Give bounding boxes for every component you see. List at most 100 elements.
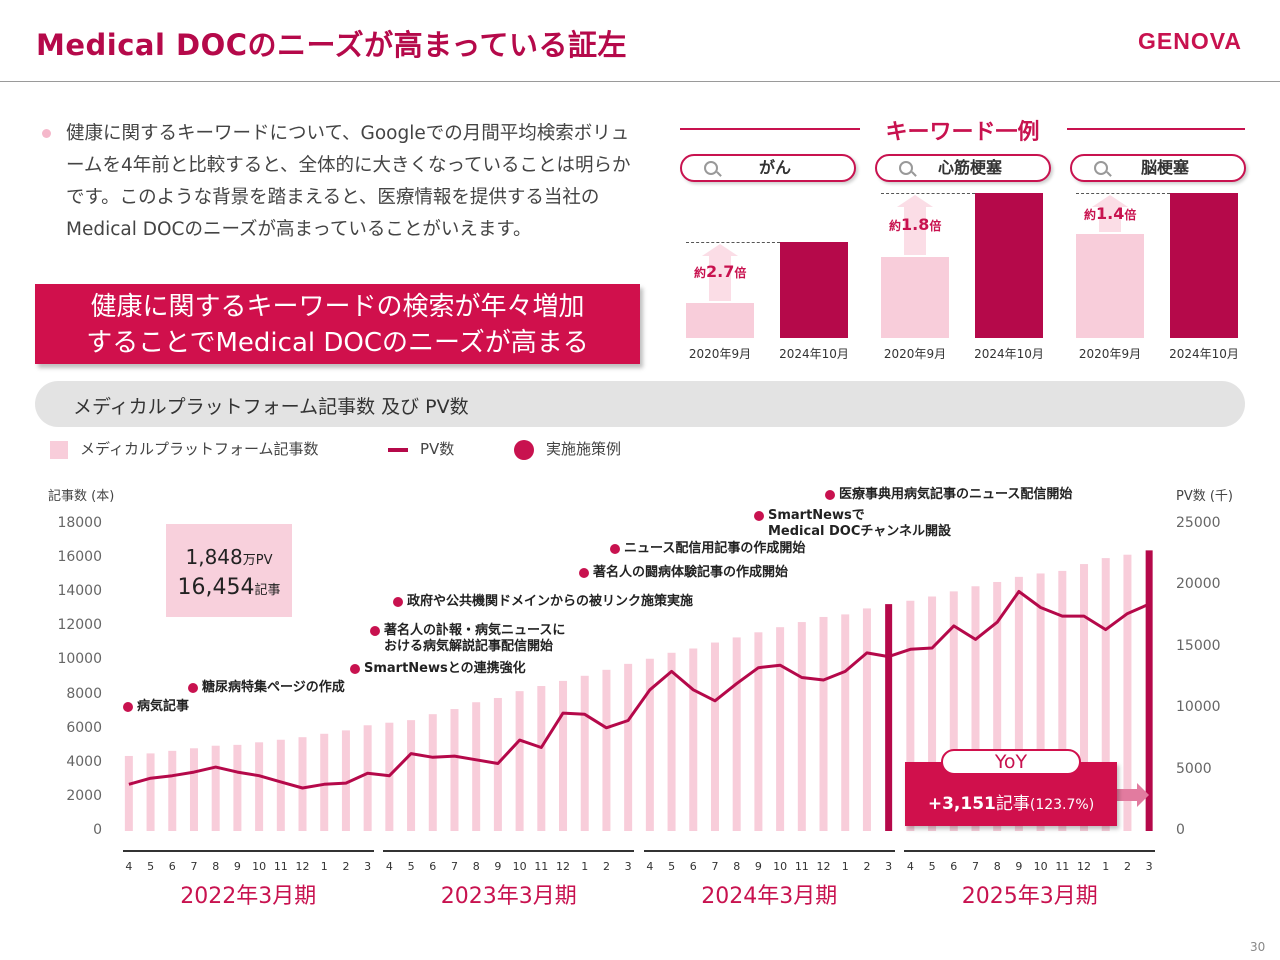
keyword-ratio-part: 倍	[734, 266, 747, 281]
x-tick-label: 9	[1015, 860, 1023, 873]
article-bar	[189, 748, 198, 831]
article-bar	[276, 739, 285, 831]
y2-tick-label: 20000	[1176, 576, 1221, 593]
article-bar	[255, 742, 264, 831]
y2-axis-title: PV数 (千)	[1176, 489, 1234, 504]
event-annotation: 病気記事	[123, 699, 190, 715]
x-tick-label: 12	[816, 860, 831, 873]
article-bar	[428, 714, 437, 831]
y-tick-label: 0	[93, 822, 102, 838]
article-bar	[211, 745, 220, 831]
article-bar	[689, 648, 698, 831]
article-bar	[885, 604, 893, 831]
x-tick-label: 5	[407, 860, 415, 873]
y-tick-label: 10000	[57, 651, 102, 668]
callout-box: 健康に関するキーワードの検索が年々増加 することでMedical DOCのニーズ…	[35, 284, 640, 364]
article-bar	[906, 600, 915, 831]
legend-articles: メディカルプラットフォーム記事数	[50, 438, 319, 462]
keyword-title-rule-right	[1067, 128, 1245, 130]
x-tick-label: 11	[534, 860, 549, 873]
growth-arrowhead-icon	[1092, 195, 1128, 207]
keyword-bar-before	[881, 257, 949, 338]
magnifier-icon	[704, 161, 718, 175]
event-dot-icon	[188, 683, 198, 693]
article-bar	[450, 709, 459, 831]
fiscal-year-label: 2022年3月期	[180, 884, 317, 909]
x-tick-label: 8	[993, 860, 1001, 873]
y-axis-title: 記事数 (本)	[48, 489, 115, 504]
article-bar	[776, 627, 785, 831]
article-bar	[1058, 570, 1067, 831]
legend-articles-label: メディカルプラットフォーム記事数	[80, 440, 319, 458]
callout-line-2: することでMedical DOCのニーズが高まる	[86, 328, 589, 358]
article-bar	[124, 755, 133, 831]
keyword-dashed-line	[686, 242, 780, 244]
x-tick-label: 8	[733, 860, 741, 873]
y-tick-label: 4000	[66, 753, 102, 770]
x-tick-label: 5	[668, 860, 676, 873]
article-bar	[862, 608, 871, 831]
event-label: 病気記事	[137, 699, 190, 714]
summary-articles-value: 16,454	[177, 575, 255, 600]
keyword-pill-3: 脳梗塞	[1070, 154, 1246, 182]
keyword-ratio-part: 倍	[929, 219, 942, 234]
x-tick-label: 12	[295, 860, 310, 873]
y2-tick-label: 5000	[1176, 760, 1212, 777]
article-bar	[993, 581, 1002, 831]
yoy-arrowhead-icon	[1137, 783, 1149, 807]
x-tick-label: 10	[1033, 860, 1048, 873]
keyword-bar-after	[780, 242, 848, 338]
event-label: おける病気解説記事配信開始	[384, 639, 554, 654]
y-tick-label: 2000	[66, 787, 102, 804]
x-tick-label: 9	[233, 860, 241, 873]
keyword-title-rule-left	[680, 128, 860, 130]
keyword-x-label: 2020年9月	[1078, 347, 1142, 361]
article-bar	[949, 591, 958, 831]
magnifier-icon	[1094, 161, 1108, 175]
growth-arrow-icon	[709, 254, 731, 301]
x-tick-label: 2	[863, 860, 871, 873]
y-tick-label: 8000	[66, 685, 102, 702]
x-tick-label: 4	[906, 860, 914, 873]
article-bar	[580, 675, 589, 831]
event-label: SmartNewsとの連携強化	[364, 661, 526, 676]
article-bar	[515, 691, 524, 831]
page-title: Medical DOCのニーズが高まっている証左	[36, 28, 627, 62]
fiscal-year-label: 2024年3月期	[701, 884, 838, 909]
intro-text: 健康に関するキーワードについて、Googleでの月間平均検索ボリュームを4年前と…	[66, 123, 631, 240]
keyword-bar-after	[975, 193, 1043, 338]
keyword-pill-label: 心筋梗塞	[937, 158, 1002, 177]
event-dot-icon	[123, 702, 133, 712]
x-tick-label: 1	[320, 860, 328, 873]
article-bar	[559, 680, 568, 831]
x-tick-label: 6	[429, 860, 437, 873]
event-annotation: 医療事典用病気記事のニュース配信開始	[825, 487, 1073, 503]
article-bar	[537, 686, 546, 831]
keyword-title-text: キーワード一例	[885, 120, 1040, 145]
article-bar	[754, 632, 763, 831]
page-number: 30	[1250, 940, 1266, 954]
article-bar	[1036, 573, 1045, 831]
article-bar	[320, 733, 329, 831]
article-bar	[797, 622, 806, 831]
article-bar	[667, 652, 676, 831]
x-tick-label: 8	[472, 860, 480, 873]
x-tick-label: 6	[950, 860, 958, 873]
legend-pv: PV数	[388, 438, 454, 462]
article-bar	[1145, 550, 1153, 831]
event-annotation: SmartNewsとの連携強化	[350, 661, 526, 677]
legend-events-label: 実施施策例	[546, 440, 622, 458]
keyword-ratio-part: 倍	[1124, 207, 1137, 222]
x-tick-label: 12	[1077, 860, 1092, 873]
keyword-ratio-part: 1.8	[901, 215, 930, 235]
event-label: 医療事典用病気記事のニュース配信開始	[839, 487, 1073, 502]
x-tick-label: 1	[841, 860, 849, 873]
event-dot-icon	[579, 568, 589, 578]
article-bar	[1014, 576, 1023, 831]
x-tick-label: 7	[190, 860, 198, 873]
article-bar	[602, 669, 611, 831]
growth-arrow-icon	[1099, 205, 1121, 233]
x-tick-label: 11	[273, 860, 288, 873]
keyword-pill-label: がん	[758, 158, 791, 177]
article-bar	[645, 658, 654, 831]
